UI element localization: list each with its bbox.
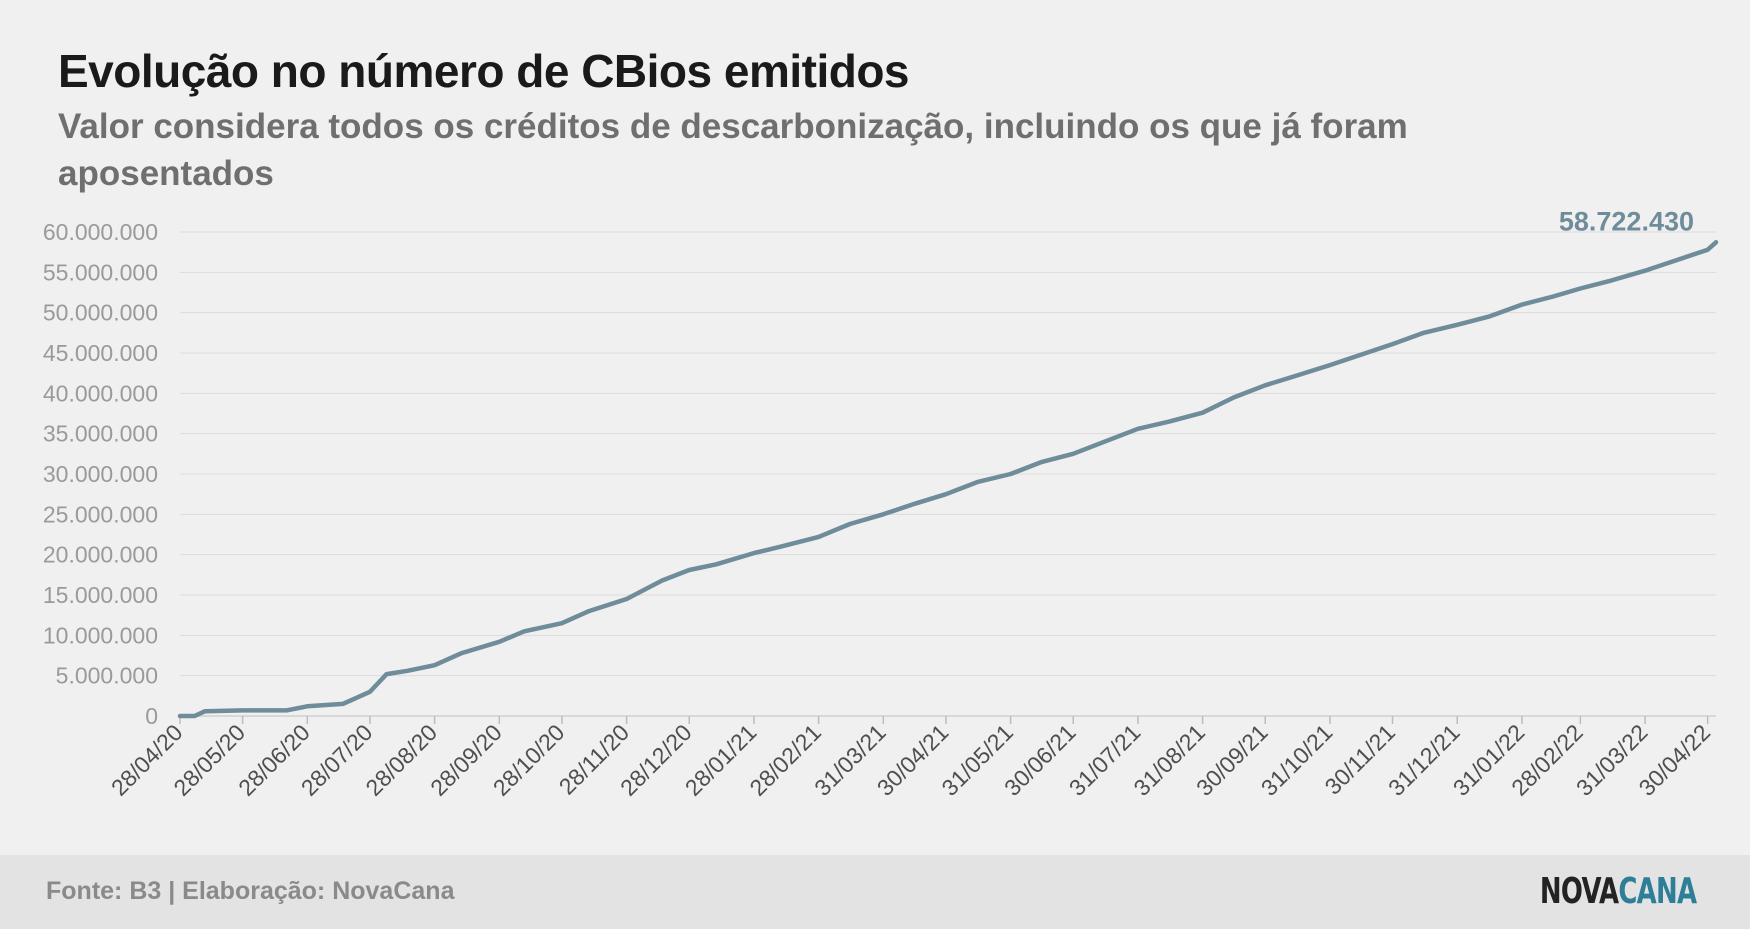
last-value-label: 58.722.430 xyxy=(1559,206,1694,236)
gridlines xyxy=(180,231,1716,717)
chart-title: Evolução no número de CBios emitidos xyxy=(58,45,910,97)
logo-text-nova: NOVA xyxy=(1539,871,1619,912)
y-tick-label: 5.000.000 xyxy=(56,663,158,689)
source-credit: Fonte: B3 | Elaboração: NovaCana xyxy=(46,877,455,905)
y-tick-label: 10.000.000 xyxy=(43,622,158,648)
chart-subtitle: Valor considera todos os créditos de des… xyxy=(58,107,1408,193)
x-tick-label: 31/10/21 xyxy=(1256,719,1338,801)
y-tick-label: 15.000.000 xyxy=(43,582,158,608)
y-tick-label: 55.000.000 xyxy=(43,259,158,285)
series-line xyxy=(177,240,1719,719)
annotations: 58.722.430 xyxy=(1559,206,1694,236)
y-tick-label: 35.000.000 xyxy=(43,421,158,447)
y-tick-label: 0 xyxy=(145,703,158,729)
y-tick-label: 30.000.000 xyxy=(43,461,158,487)
series-layer xyxy=(177,240,1719,719)
x-axis-ticks: 28/04/2028/05/2028/06/2028/07/2028/08/20… xyxy=(106,715,1716,801)
y-tick-label: 25.000.000 xyxy=(43,501,158,527)
y-axis-tick-labels: 0 5.000.000 10.000.000 15.000.000 20.000.000… xyxy=(43,219,158,729)
y-tick-label: 60.000.000 xyxy=(43,219,158,245)
novacana-logo: NOVACANA xyxy=(1539,871,1697,912)
logo-text-cana: CANA xyxy=(1618,871,1697,912)
y-tick-label: 20.000.000 xyxy=(43,542,158,568)
footer-bar: Fonte: B3 | Elaboração: NovaCana NOVACAN… xyxy=(0,855,1750,929)
line-chart: 0 5.000.000 10.000.000 15.000.000 20.000.000… xyxy=(43,206,1719,801)
y-tick-label: 40.000.000 xyxy=(43,380,158,406)
y-tick-label: 45.000.000 xyxy=(43,340,158,366)
y-tick-label: 50.000.000 xyxy=(43,300,158,326)
